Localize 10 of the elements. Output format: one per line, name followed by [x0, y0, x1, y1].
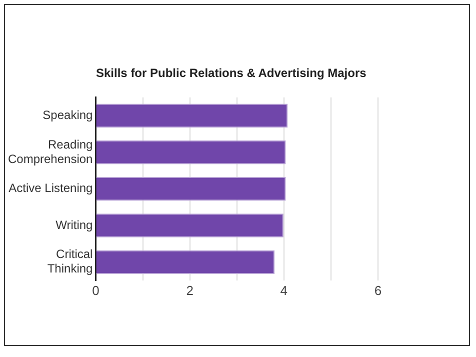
y-tick-label: Critical Thinking [47, 247, 93, 276]
y-tick-label: Active Listening [8, 181, 93, 196]
x-tick-label: 4 [280, 282, 288, 298]
x-tick-label: 2 [186, 282, 194, 298]
y-tick-label: Speaking [42, 108, 93, 122]
x-tick-label: 6 [374, 282, 382, 298]
x-tick-label: 0 [92, 282, 100, 298]
chart-title: Skills for Public Relations & Advertising Majors [96, 66, 366, 80]
y-tick-label: Writing [56, 218, 93, 232]
y-tick-label: Reading Comprehension [8, 137, 93, 166]
